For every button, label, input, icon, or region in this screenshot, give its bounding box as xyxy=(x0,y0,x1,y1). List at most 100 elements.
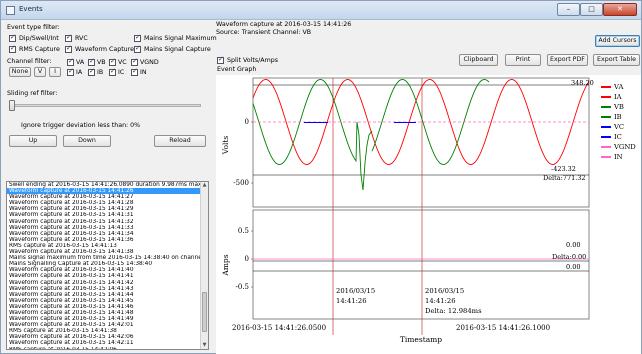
list-item[interactable]: Waveform capture at 2016-03-15 14:41:45 xyxy=(9,297,134,304)
amps-tick-label: 0 xyxy=(245,255,249,263)
channel-filter-label: Channel filter: xyxy=(7,58,52,65)
volts-tick-label: 0 xyxy=(245,118,249,126)
export-pdf-button[interactable]: Export PDF xyxy=(547,54,588,66)
sliding-ref-slider-thumb[interactable] xyxy=(9,100,15,111)
minimize-button[interactable]: – xyxy=(557,3,580,16)
list-item[interactable]: Waveform capture at 2016-03-15 14:41:32 xyxy=(9,218,134,225)
checkbox-channel-ib[interactable] xyxy=(88,67,95,76)
list-item[interactable]: Swell ending at 2016-03-15 14:41:26.0890… xyxy=(9,182,204,188)
checkbox-mains-signal-max[interactable] xyxy=(134,33,141,42)
reload-button[interactable]: Reload xyxy=(154,135,206,147)
checkbox-channel-ia[interactable] xyxy=(67,67,74,76)
list-item[interactable]: Waveform capture at 2016-03-15 14:41:40 xyxy=(9,267,134,274)
list-item[interactable]: Waveform capture at 2016-03-15 14:41:31 xyxy=(9,212,134,219)
checkbox-rms-capture[interactable] xyxy=(9,44,16,53)
amps-panel-frame xyxy=(252,209,590,320)
legend-label-vc: VC xyxy=(613,123,624,131)
capture-source: Source: Transient Channel: VB xyxy=(216,29,312,36)
sliding-ref-label: Sliding ref filter: xyxy=(7,90,58,97)
scroll-thumb[interactable] xyxy=(202,292,207,332)
label-rvc: RVC xyxy=(75,35,88,42)
list-item[interactable]: Waveform capture at 2016-03-15 14:42:06 xyxy=(9,334,134,341)
i-button[interactable]: I xyxy=(49,67,61,77)
event-list-rows: Swell ending at 2016-03-15 14:41:26.0890… xyxy=(7,182,208,350)
list-item[interactable]: Waveform capture at 2016-03-15 14:41:36 xyxy=(9,236,134,243)
volts-delta-value: Delta:771.32 xyxy=(543,174,586,182)
list-item[interactable]: Waveform capture at 2016-03-15 14:41:28 xyxy=(9,200,134,207)
checkbox-split-volts-amps[interactable] xyxy=(217,55,224,64)
event-graph[interactable]: 0-5000.50-0.5VoltsAmps348.20-423.32Delta… xyxy=(216,75,641,354)
list-item[interactable]: Waveform capture at 2016-03-15 14:41:43 xyxy=(9,285,134,292)
list-item[interactable]: RMS capture at 2016-03-15 14:41:13 xyxy=(9,242,117,249)
list-item[interactable]: Mains signal maximum from time 2016-03-1… xyxy=(9,255,204,262)
v-button[interactable]: V xyxy=(34,67,46,77)
checkbox-channel-vc[interactable] xyxy=(109,57,116,66)
list-item[interactable]: Waveform capture at 2016-03-15 14:41:41 xyxy=(9,273,134,280)
checkbox-channel-vb[interactable] xyxy=(88,57,95,66)
cursor-2-delta: Delta: 12.984ms xyxy=(425,307,482,315)
label-mains-signal-capture: Mains Signal Capture xyxy=(144,46,211,53)
export-table-button[interactable]: Export Table xyxy=(593,54,640,66)
down-button[interactable]: Down xyxy=(63,135,111,147)
cursor-1-time: 14:41:26 xyxy=(336,297,367,305)
list-item[interactable]: Waveform capture at 2016-03-15 14:41:44 xyxy=(9,291,134,298)
legend-label-ic: IC xyxy=(614,133,622,141)
clipboard-button[interactable]: Clipboard xyxy=(459,54,498,66)
amps-tick-label: 0.5 xyxy=(238,227,249,235)
amps-axis-label: Amps xyxy=(221,254,230,276)
list-item[interactable]: RMS capture at 2016-03-15 14:41:38 xyxy=(9,328,117,335)
list-item[interactable]: Waveform capture at 2016-03-15 14:42:11 xyxy=(9,340,134,347)
checkbox-channel-in[interactable] xyxy=(131,67,138,76)
sliding-ref-slider-track[interactable] xyxy=(11,104,201,107)
volts-min-value: -423.32 xyxy=(551,165,576,173)
cursor-2-time: 14:41:26 xyxy=(425,297,456,305)
checkbox-channel-va[interactable] xyxy=(67,57,74,66)
event-list[interactable]: Swell ending at 2016-03-15 14:41:26.0890… xyxy=(6,181,209,350)
checkbox-mains-signal-capture[interactable] xyxy=(134,44,141,53)
up-button[interactable]: Up xyxy=(9,135,57,147)
list-item[interactable]: Waveform capture at 2016-03-15 14:41:34 xyxy=(9,230,134,237)
x-axis-label: Timestamp xyxy=(400,335,442,344)
checkbox-rvc[interactable] xyxy=(65,33,72,42)
list-item[interactable]: Waveform capture at 2016-03-15 14:41:42 xyxy=(9,279,134,286)
list-item[interactable]: Waveform capture at 2016-03-15 14:41:29 xyxy=(9,206,134,213)
none-button[interactable]: None xyxy=(9,67,31,77)
label-channel-vgnd: VGND xyxy=(140,59,159,66)
scroll-up-icon[interactable]: ▲ xyxy=(202,182,207,188)
list-item[interactable]: Waveform capture at 2016-03-15 14:41:48 xyxy=(9,309,134,316)
list-item[interactable]: Waveform capture at 2016-03-15 14:41:49 xyxy=(9,316,134,323)
label-channel-ia: IA xyxy=(76,69,83,76)
list-item[interactable]: Waveform capture at 2016-03-15 14:42:01 xyxy=(9,322,134,329)
list-item[interactable]: RMS capture at 2016-03-15 14:42:06 xyxy=(9,346,117,350)
legend-label-va: VA xyxy=(613,83,623,91)
add-cursors-button[interactable]: Add Cursors xyxy=(595,35,640,47)
checkbox-channel-vgnd[interactable] xyxy=(131,57,138,66)
checkbox-channel-ic[interactable] xyxy=(109,67,116,76)
label-channel-va: VA xyxy=(76,59,85,66)
window-title: Events xyxy=(19,5,43,13)
legend-label-ia: IA xyxy=(614,93,622,101)
list-item[interactable]: Waveform capture at 2016-03-15 14:41:38 xyxy=(9,249,134,256)
checkbox-waveform-capture[interactable] xyxy=(65,44,72,53)
list-item[interactable]: Waveform capture at 2016-03-15 14:41:33 xyxy=(9,224,134,231)
scroll-down-icon[interactable]: ▼ xyxy=(202,342,207,348)
checkbox-dip-swell[interactable] xyxy=(9,33,16,42)
legend-label-vgnd: VGND xyxy=(613,143,636,151)
label-waveform-capture: Waveform Capture xyxy=(75,46,135,53)
series-va-line xyxy=(252,79,590,165)
list-item[interactable]: Waveform capture at 2016-03-15 14:41:27 xyxy=(9,194,134,201)
print-button[interactable]: Print xyxy=(505,54,541,66)
label-channel-vc: VC xyxy=(118,59,127,66)
label-mains-signal-max: Mains Signal Maximum xyxy=(144,35,217,42)
event-list-scrollbar[interactable]: ▲ ▼ xyxy=(200,182,208,349)
list-item[interactable]: Waveform capture at 2016-03-15 14:41:46 xyxy=(9,303,134,310)
close-button[interactable]: ✕ xyxy=(603,3,637,16)
label-rms-capture: RMS Capture xyxy=(19,46,60,53)
list-item[interactable]: Mains Signalling Capture at 2016-03-15 1… xyxy=(9,261,153,268)
x-tick-label: 2016-03-15 14:41:26.1000 xyxy=(456,324,550,332)
event-graph-label: Event Graph xyxy=(217,66,257,73)
label-channel-ib: IB xyxy=(97,69,104,76)
volts-axis-label: Volts xyxy=(221,136,230,156)
maximize-button[interactable]: □ xyxy=(580,3,603,16)
list-item[interactable]: Waveform capture at 2016-03-15 14:41:26 xyxy=(7,188,208,195)
